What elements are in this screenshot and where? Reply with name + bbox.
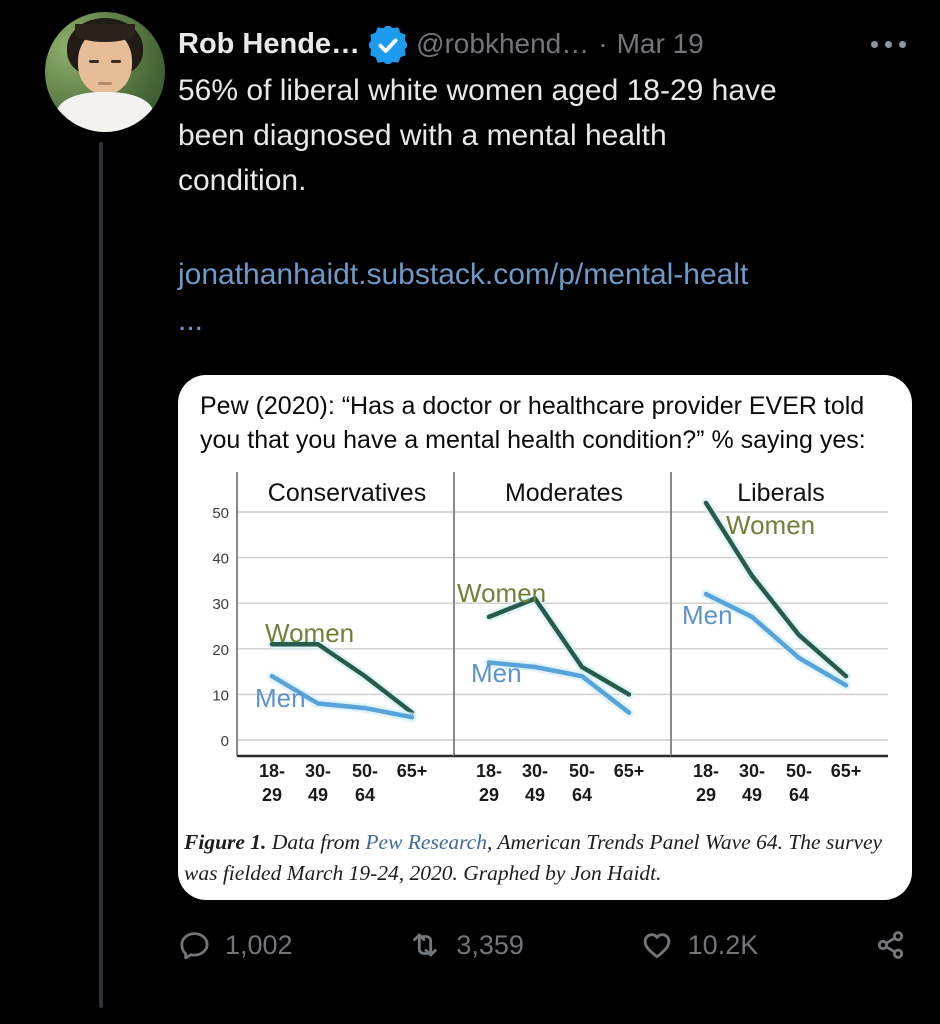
tweet-header: Rob Hende… @robkhend… · Mar 19 bbox=[178, 24, 910, 64]
tweet-text-line: condition. bbox=[178, 164, 307, 197]
avatar-eye-left bbox=[89, 60, 99, 63]
svg-text:65+: 65+ bbox=[614, 761, 645, 781]
chart-image-card[interactable]: Pew (2020): “Has a doctor or healthcare … bbox=[178, 375, 912, 900]
svg-text:10: 10 bbox=[212, 687, 229, 704]
retweet-button[interactable]: 3,359 bbox=[408, 928, 524, 962]
svg-text:50-: 50- bbox=[352, 761, 378, 781]
svg-text:Women: Women bbox=[457, 578, 546, 608]
svg-text:Moderates: Moderates bbox=[505, 479, 623, 507]
pew-chart-svg: 0 10 20 30 40 50 Conservatives 18- 29 30- 49 50- 64 6… bbox=[212, 472, 888, 805]
retweet-icon bbox=[413, 933, 438, 957]
svg-text:30-: 30- bbox=[305, 761, 331, 781]
engagement-bar: 1,002 3,359 10.2K bbox=[178, 928, 908, 962]
svg-text:Women: Women bbox=[265, 618, 354, 648]
share-icon bbox=[877, 931, 904, 959]
svg-text:50: 50 bbox=[212, 505, 229, 522]
svg-text:18-: 18- bbox=[693, 761, 719, 781]
svg-text:49: 49 bbox=[742, 785, 762, 805]
like-button[interactable]: 10.2K bbox=[640, 928, 759, 962]
svg-text:64: 64 bbox=[355, 785, 375, 805]
author-handle[interactable]: @robkhend… bbox=[416, 28, 590, 59]
substack-link-line1: jonathanhaidt.substack.com/p/mental-heal… bbox=[178, 258, 749, 291]
share-button[interactable] bbox=[874, 928, 908, 962]
svg-text:64: 64 bbox=[572, 785, 592, 805]
reply-icon bbox=[180, 931, 209, 959]
verified-badge-icon bbox=[369, 26, 408, 64]
svg-text:40: 40 bbox=[212, 551, 229, 568]
svg-text:30: 30 bbox=[212, 596, 229, 613]
svg-text:0: 0 bbox=[221, 733, 229, 750]
svg-text:64: 64 bbox=[789, 785, 809, 805]
svg-text:Conservatives: Conservatives bbox=[268, 479, 426, 507]
tweet-date[interactable]: Mar 19 bbox=[616, 28, 704, 59]
tweet-text-line: been diagnosed with a mental health bbox=[178, 119, 667, 152]
svg-text:18-: 18- bbox=[259, 761, 285, 781]
figure-caption: Figure 1. Data from Pew Research, Americ… bbox=[184, 827, 906, 889]
substack-link[interactable]: jonathanhaidt.substack.com/p/mental-heal… bbox=[178, 252, 904, 344]
avatar-shirt bbox=[57, 92, 153, 132]
svg-text:49: 49 bbox=[525, 785, 545, 805]
svg-text:18-: 18- bbox=[476, 761, 502, 781]
date-separator: · bbox=[598, 28, 608, 59]
svg-text:50-: 50- bbox=[786, 761, 812, 781]
svg-text:20: 20 bbox=[212, 642, 229, 659]
figure-label: Figure 1. bbox=[184, 830, 267, 854]
avatar-mouth bbox=[98, 82, 112, 85]
svg-text:29: 29 bbox=[262, 785, 282, 805]
caption-post: , American Trends Panel Wave 64. The sur… bbox=[184, 830, 883, 885]
avatar-fringe bbox=[75, 24, 135, 42]
tweet-text: 56% of liberal white women aged 18-29 ha… bbox=[178, 68, 904, 203]
like-count: 10.2K bbox=[687, 929, 759, 960]
tweet-text-line: 56% of liberal white women aged 18-29 ha… bbox=[178, 74, 777, 107]
svg-text:30-: 30- bbox=[522, 761, 548, 781]
heart-icon bbox=[643, 933, 670, 959]
svg-text:65+: 65+ bbox=[831, 761, 862, 781]
svg-text:29: 29 bbox=[696, 785, 716, 805]
pew-chart: 0 10 20 30 40 50 Conservatives 18- 29 30- 49 50- 64 6… bbox=[178, 459, 912, 807]
substack-link-line2: ... bbox=[178, 304, 204, 337]
author-name[interactable]: Rob Hende… bbox=[178, 27, 361, 60]
svg-text:50-: 50- bbox=[569, 761, 595, 781]
avatar-eye-right bbox=[111, 60, 121, 63]
caption-pre: Data from bbox=[266, 830, 366, 854]
svg-text:Liberals: Liberals bbox=[737, 479, 825, 507]
reply-count: 1,002 bbox=[225, 929, 293, 960]
avatar[interactable] bbox=[45, 12, 165, 132]
svg-text:Men: Men bbox=[682, 600, 733, 630]
pew-research-link[interactable]: Pew Research bbox=[365, 830, 487, 854]
svg-text:29: 29 bbox=[479, 785, 499, 805]
retweet-count: 3,359 bbox=[456, 929, 524, 960]
thread-connector-line bbox=[99, 142, 103, 1008]
svg-text:Men: Men bbox=[471, 658, 522, 688]
more-menu-button[interactable] bbox=[867, 37, 910, 52]
svg-text:65+: 65+ bbox=[397, 761, 428, 781]
reply-button[interactable]: 1,002 bbox=[178, 929, 293, 962]
svg-text:30-: 30- bbox=[739, 761, 765, 781]
svg-text:Men: Men bbox=[255, 683, 306, 713]
more-icon bbox=[871, 40, 878, 48]
svg-text:Women: Women bbox=[726, 510, 815, 540]
svg-text:49: 49 bbox=[308, 785, 328, 805]
chart-card-title: Pew (2020): “Has a doctor or healthcare … bbox=[200, 392, 866, 454]
